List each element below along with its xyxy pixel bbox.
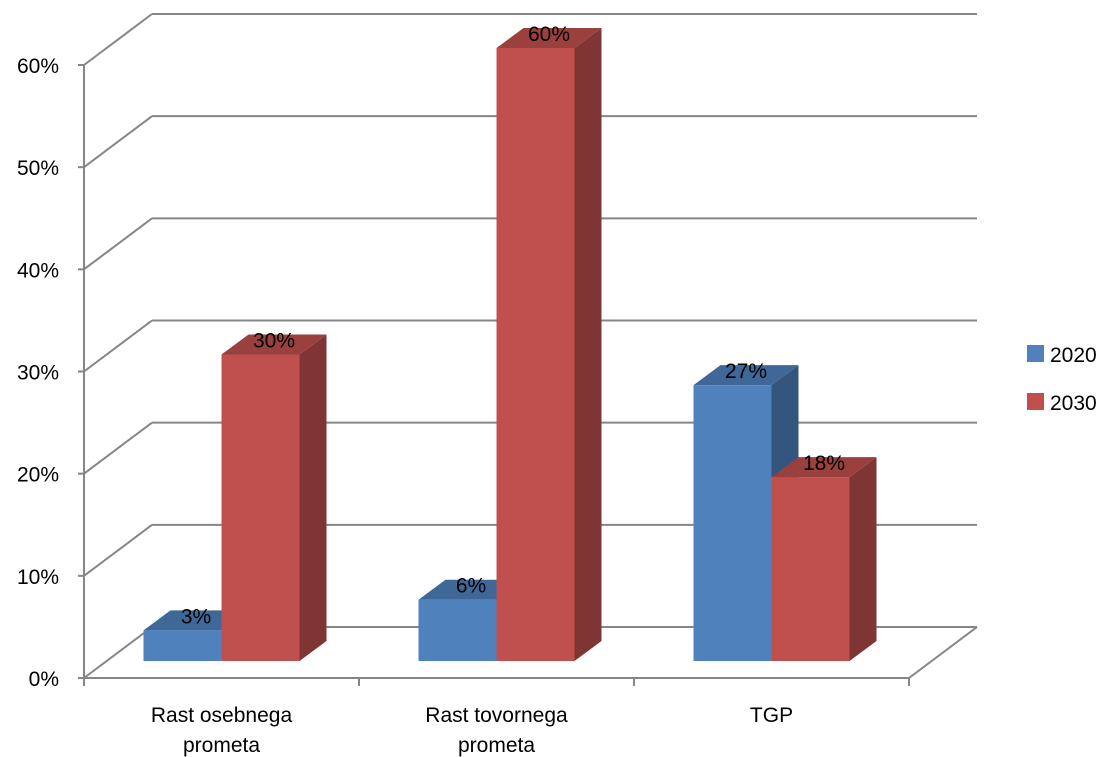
bar-2030-top: [771, 457, 877, 478]
bar-2030-side: [574, 28, 602, 661]
data-label: 6%: [456, 575, 486, 598]
y-tick-label: 40%: [17, 259, 59, 282]
x-tick-label: Rast osebnega: [151, 704, 293, 727]
data-label: 60%: [528, 23, 570, 46]
data-label: 27%: [725, 360, 767, 383]
bar-2030-side: [299, 334, 327, 661]
legend: 2020 2030: [1027, 344, 1097, 415]
bar-2030-top: [221, 334, 327, 355]
bar-2030-front: [496, 48, 575, 661]
bar-2020-front: [143, 630, 222, 661]
gridline-side: [83, 524, 153, 577]
bar-2020-front: [693, 385, 772, 661]
gridline-side: [83, 421, 153, 475]
bar-2030-side: [849, 457, 877, 661]
y-tick-label: 0%: [29, 668, 59, 691]
legend-swatch-2020: [1027, 345, 1044, 362]
bar-2030-top: [496, 28, 602, 48]
x-tick-label: TGP: [750, 704, 793, 727]
bar-2030-front: [771, 477, 850, 661]
bars: [143, 28, 877, 661]
gridline-side: [83, 13, 153, 66]
gridline-side: [83, 319, 153, 373]
data-label: 30%: [253, 330, 295, 353]
x-tick-label: prometa: [458, 734, 535, 757]
data-label: 3%: [181, 605, 211, 628]
legend-label: 2030: [1050, 392, 1097, 415]
gridline-side: [83, 626, 153, 679]
bar-2020-top: [693, 365, 799, 386]
x-tick-label: prometa: [183, 734, 260, 757]
bar-2030-front: [221, 354, 300, 661]
legend-label: 2020: [1050, 344, 1097, 367]
data-label: 18%: [803, 452, 845, 475]
axes: 0% 10% 20% 30% 40% 50% 60% Rast osebnega prometa…: [17, 55, 910, 757]
data-labels: 3% 30% 6% 60% 27% 18%: [181, 23, 845, 628]
y-tick-label: 30%: [17, 362, 59, 385]
legend-swatch-2030: [1027, 393, 1044, 410]
y-tick-label: 60%: [17, 55, 59, 78]
bar-2020-front: [418, 599, 497, 661]
x-tick-label: Rast tovornega: [425, 704, 568, 727]
y-tick-label: 10%: [17, 566, 59, 589]
gridline-side: [83, 217, 153, 271]
gridline-side: [83, 115, 153, 168]
y-tick-label: 20%: [17, 464, 59, 487]
y-tick-label: 50%: [17, 157, 59, 180]
floor-edge: [908, 626, 978, 679]
